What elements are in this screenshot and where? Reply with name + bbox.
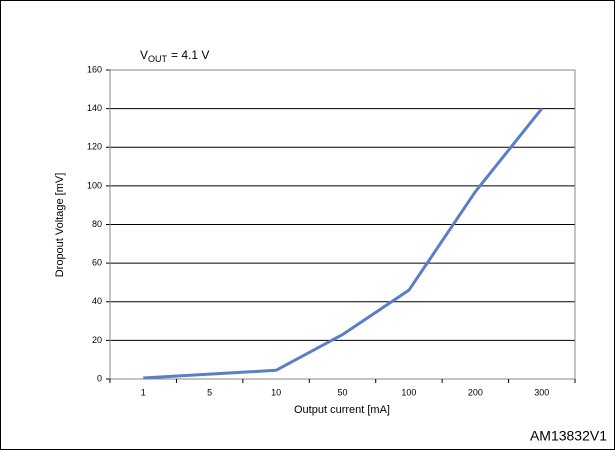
annotation-sub: OUT [148,54,168,64]
y-tick-label: 80 [92,219,102,229]
y-tick-label: 100 [87,180,102,190]
x-tick-label: 5 [207,387,212,397]
y-tick-label: 40 [92,296,102,306]
x-tick-label: 200 [468,387,483,397]
y-tick-label: 20 [92,335,102,345]
y-tick-label: 120 [87,142,102,152]
y-tick-label: 140 [87,103,102,113]
y-tick-label: 60 [92,258,102,268]
annotation: VOUT = 4.1 V [140,48,209,64]
y-tick-label: 160 [87,64,102,74]
x-tick-label: 1 [141,387,146,397]
annotation-rest: = 4.1 V [171,48,209,62]
plot-border [109,69,576,380]
x-tick-label: 50 [337,387,347,397]
annotation-main: V [140,48,148,62]
y-tick-label: 0 [97,373,102,383]
figure-id: AM13832V1 [530,428,607,444]
y-axis-label: Dropout Voltage [mV] [54,173,66,278]
x-tick-label: 300 [534,387,549,397]
x-tick-label: 10 [271,387,281,397]
x-axis-label: Output current [mA] [294,404,390,416]
data-line [143,107,543,380]
x-tick-label: 100 [401,387,416,397]
